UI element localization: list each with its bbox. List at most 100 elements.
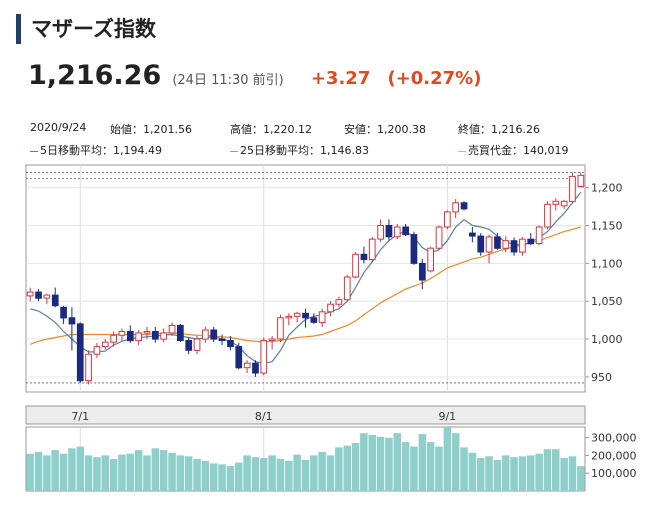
volume-bar: [426, 442, 435, 491]
candle-up: [327, 303, 334, 313]
volume-bar: [301, 459, 310, 491]
info-date: 2020/9/24: [30, 121, 87, 134]
volume-bar: [285, 460, 293, 491]
candle-down: [210, 329, 218, 340]
candle-down: [477, 235, 485, 253]
candle-up: [285, 315, 293, 319]
volume-bar: [335, 447, 343, 491]
volume-bar: [134, 450, 143, 491]
legend-ma5: 5日移動平均：1,194.49: [30, 142, 162, 158]
x-tick-label: 9/1: [438, 410, 456, 423]
volume-bar: [210, 463, 218, 491]
volume-bar: [460, 447, 468, 491]
volume-bar: [310, 455, 318, 491]
candle-down: [469, 232, 476, 237]
candle-down: [127, 331, 134, 342]
volume-bar: [493, 459, 502, 491]
candle-up: [243, 362, 251, 369]
candle-up: [519, 238, 526, 253]
ma5-legend-line: [30, 150, 38, 152]
candle-down: [177, 324, 184, 341]
volume-bar: [485, 456, 493, 491]
y-tick-label: 1,150: [591, 220, 623, 233]
candle-up: [118, 331, 126, 336]
candle-up: [168, 324, 176, 334]
candle-up: [485, 236, 493, 253]
candle-down: [360, 253, 368, 261]
price-change-percent: (+0.27%): [387, 68, 482, 89]
candle-up: [135, 332, 143, 342]
volume-bar: [535, 453, 543, 491]
candle-down: [235, 346, 243, 369]
candle-up: [377, 225, 384, 240]
volume-bar: [235, 462, 243, 491]
volume-bar: [326, 455, 335, 491]
volume-tick-label: 200,000: [591, 449, 637, 462]
candle-down: [494, 236, 501, 249]
candle-up: [393, 226, 401, 238]
candle-up: [160, 332, 168, 340]
candle-down: [310, 317, 318, 323]
candle-up: [93, 346, 101, 355]
volume-bar: [176, 455, 185, 491]
volume-bar: [502, 455, 510, 491]
candle-down: [460, 202, 468, 210]
candle-down: [419, 262, 426, 281]
candle-down: [402, 226, 409, 236]
candle-down: [60, 306, 67, 319]
volume-bar: [435, 446, 443, 491]
volume-bar: [552, 449, 560, 491]
volume-bar: [510, 457, 518, 491]
info-high: 高値：1,220.12: [230, 123, 312, 136]
volume-bar: [410, 446, 418, 491]
volume-legend-line: [458, 150, 466, 152]
volume-bar: [568, 456, 577, 491]
volume-bar: [451, 433, 460, 491]
date-axis-band: [25, 405, 586, 425]
candle-up: [277, 317, 284, 340]
volume-bar: [260, 458, 268, 491]
candle-down: [68, 317, 76, 325]
candle-down: [385, 225, 393, 238]
volume-bar: [343, 445, 351, 491]
volume-bar: [118, 454, 126, 491]
page-title: マザーズ指数: [16, 14, 156, 44]
volume-bar: [276, 459, 285, 491]
volume-bar: [159, 450, 168, 491]
quote-time: (24日 11:30 前引): [172, 73, 284, 88]
volume-bar: [401, 442, 410, 491]
legend-ma25-text: 25日移動平均：1,146.83: [240, 144, 369, 157]
candle-up: [435, 226, 443, 249]
legend-ma5-text: 5日移動平均：1,194.49: [40, 144, 162, 157]
volume-bar: [318, 451, 326, 491]
volume-bar: [560, 458, 568, 491]
volume-bar: [393, 433, 401, 491]
candle-up: [202, 329, 209, 340]
candle-up: [343, 276, 351, 301]
y-tick-label: 1,000: [591, 333, 623, 346]
candle-up: [452, 202, 459, 213]
ma25-legend-line: [230, 150, 238, 152]
candle-up: [85, 353, 92, 382]
candle-up: [193, 338, 201, 351]
volume-tick-label: 300,000: [591, 432, 637, 445]
candle-down: [527, 238, 535, 245]
price-change: +3.27: [310, 68, 371, 89]
candle-up: [26, 291, 34, 297]
volume-bar: [468, 452, 477, 491]
volume-bar: [26, 453, 34, 491]
candle-up: [577, 174, 585, 187]
info-close: 終値：1,216.26: [458, 123, 540, 136]
candle-down: [227, 340, 234, 348]
candle-down: [152, 331, 159, 340]
legend-ma25: 25日移動平均：1,146.83: [230, 142, 369, 158]
candle-up: [427, 247, 434, 272]
volume-bar: [76, 446, 84, 491]
candle-up: [293, 312, 301, 317]
quote-summary: 1,216.26 (24日 11:30 前引) +3.27 (+0.27%): [28, 60, 481, 96]
volume-bar: [543, 449, 552, 491]
current-price: 1,216.26: [28, 60, 162, 91]
volume-tick-label: 100,000: [591, 467, 637, 480]
volume-bar: [84, 455, 93, 491]
candle-up: [101, 341, 109, 348]
